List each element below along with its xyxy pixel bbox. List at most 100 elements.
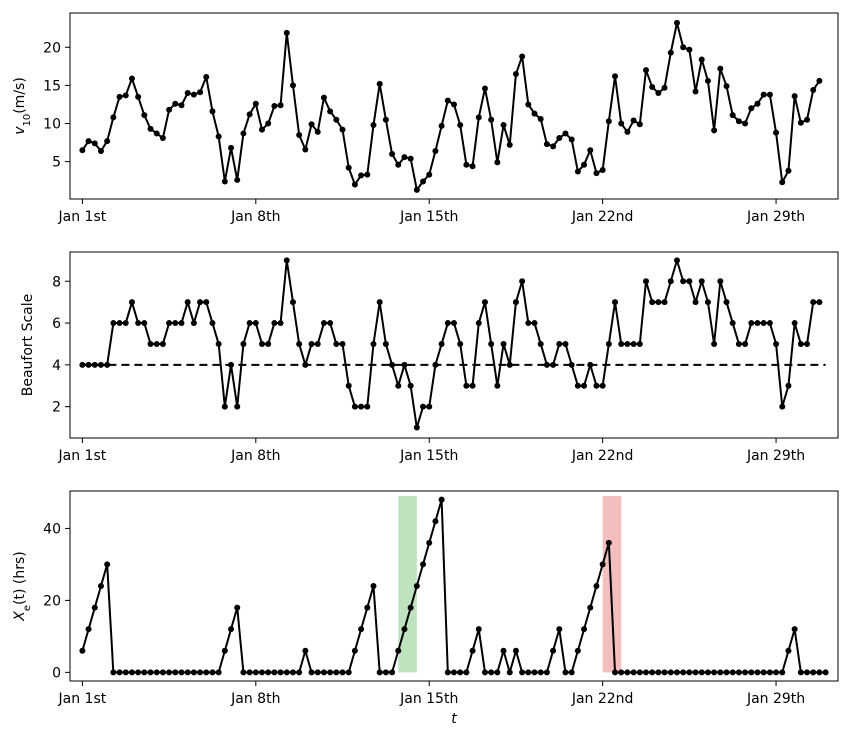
- data-point: [190, 91, 197, 98]
- data-point: [661, 669, 668, 676]
- data-point: [116, 320, 123, 327]
- data-point: [766, 320, 773, 327]
- x-tick-label: Jan 8th: [230, 448, 280, 464]
- data-point: [766, 669, 773, 676]
- data-point: [779, 179, 786, 186]
- data-point: [91, 140, 98, 147]
- data-point: [358, 626, 365, 633]
- data-point: [742, 340, 749, 347]
- data-point: [488, 116, 495, 123]
- data-point: [159, 135, 166, 142]
- data-point: [643, 669, 649, 676]
- data-point: [500, 647, 507, 654]
- beaufort-scale-panel: Jan 1st Jan 8th Jan 15th Jan 22nd Jan 29th 2 4…: [20, 251, 839, 464]
- data-point: [698, 669, 705, 676]
- data-point: [178, 320, 185, 327]
- data-point: [649, 299, 656, 306]
- data-point: [661, 84, 668, 91]
- axes-frame: [69, 251, 839, 439]
- data-point: [228, 361, 235, 368]
- data-point: [376, 80, 383, 87]
- data-point: [636, 121, 643, 128]
- data-point: [686, 669, 693, 676]
- data-point: [469, 382, 476, 389]
- data-point: [302, 361, 309, 368]
- data-point: [135, 93, 142, 100]
- data-point: [147, 669, 154, 676]
- data-point: [283, 29, 290, 36]
- data-point: [252, 669, 259, 676]
- data-point: [339, 340, 346, 347]
- data-point: [457, 122, 464, 129]
- data-point: [735, 118, 742, 125]
- data-point: [240, 669, 247, 676]
- data-point: [413, 424, 420, 431]
- data-point: [166, 669, 173, 676]
- data-point: [574, 168, 581, 175]
- data-point: [618, 120, 625, 127]
- x-tick-label: Jan 29th: [746, 448, 805, 464]
- y-tick-label: 15: [43, 78, 61, 94]
- data-point: [333, 340, 340, 347]
- data-point: [692, 669, 699, 676]
- axes-frame: [69, 12, 839, 200]
- x-tick-label: Jan 15th: [399, 448, 458, 464]
- y-tick-label: 4: [52, 358, 61, 374]
- data-point: [773, 669, 780, 676]
- data-point: [667, 669, 674, 676]
- data-point: [327, 320, 334, 327]
- data-point: [810, 299, 817, 306]
- data-point: [543, 669, 550, 676]
- data-point: [599, 561, 606, 568]
- data-point: [432, 361, 439, 368]
- data-point: [159, 669, 166, 676]
- data-point: [240, 340, 247, 347]
- data-point: [172, 669, 179, 676]
- y-tick-label: 5: [52, 155, 61, 171]
- data-point: [698, 278, 705, 285]
- data-point: [197, 669, 204, 676]
- data-point: [122, 320, 129, 327]
- data-point: [810, 669, 817, 676]
- data-point: [593, 382, 600, 389]
- data-point: [643, 67, 649, 74]
- data-point: [562, 130, 569, 137]
- data-point: [444, 320, 451, 327]
- data-point: [451, 669, 457, 676]
- data-point: [128, 669, 135, 676]
- highlight-span: [398, 496, 417, 673]
- data-point: [785, 167, 792, 174]
- data-point: [673, 257, 680, 264]
- data-point: [104, 361, 111, 368]
- y-tick-label: 40: [43, 521, 61, 537]
- data-point: [197, 299, 204, 306]
- data-point: [587, 604, 594, 611]
- data-point: [630, 669, 637, 676]
- wind-speed-panel: Jan 1st Jan 8th Jan 15th Jan 22nd Jan 29th 5 1…: [12, 12, 839, 225]
- data-point: [320, 320, 327, 327]
- data-point: [519, 53, 526, 60]
- data-point: [85, 361, 92, 368]
- data-point: [680, 669, 687, 676]
- data-point: [413, 186, 420, 193]
- data-point: [556, 340, 563, 347]
- data-point: [673, 19, 680, 26]
- data-point: [327, 108, 334, 115]
- data-point: [221, 403, 228, 410]
- series-line: [82, 259, 820, 429]
- data-point: [420, 403, 427, 410]
- data-point: [816, 77, 823, 84]
- y-tick-label: 20: [43, 40, 61, 56]
- data-point: [643, 278, 649, 285]
- data-point: [426, 539, 433, 546]
- data-point: [581, 161, 588, 168]
- data-point: [475, 626, 482, 633]
- x-tick-label: Jan 15th: [399, 209, 458, 225]
- data-point: [543, 141, 550, 148]
- data-point: [296, 131, 303, 138]
- data-point: [754, 669, 761, 676]
- data-point: [240, 130, 247, 137]
- data-point: [426, 171, 433, 178]
- x-tick-label: Jan 22nd: [571, 691, 634, 707]
- data-point: [804, 116, 811, 123]
